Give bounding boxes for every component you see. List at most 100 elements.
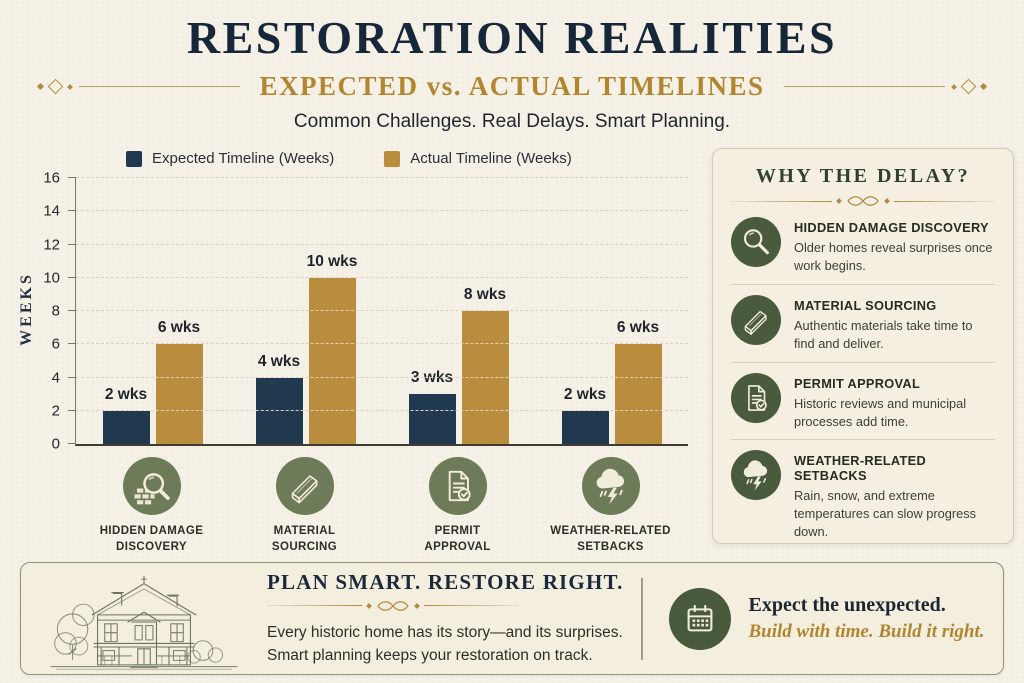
timeline-bar-chart: Expected Timeline (Weeks) Actual Timeline… [0,145,704,565]
delay-reason-item: WEATHER-RELATED SETBACKS Rain, snow, and… [731,440,995,550]
legend-label: Expected Timeline (Weeks) [152,150,335,167]
footer-message: PLAN SMART. RESTORE RIGHT. Every histori… [267,570,635,668]
bar-value-label: 2 wks [563,385,607,403]
y-axis-tick-label: 14 [43,202,60,220]
page-title: RESTORATION REALITIES [186,12,838,63]
tagline: Common Challenges. Real Delays. Smart Pl… [293,111,731,132]
diamond-ornament-icon [951,83,957,90]
bar: 6 wks [614,319,662,444]
bar-group: 3 wks 8 wks [382,178,535,444]
y-axis-tick [68,443,76,444]
delay-reason-title: WEATHER-RELATED SETBACKS [794,453,926,484]
gridline [76,376,688,378]
gridline [76,177,688,178]
bar: 3 wks [408,369,456,444]
delay-reason-title: MATERIAL SOURCING [794,297,937,313]
scroll-knot-icon [847,196,879,206]
y-axis-tick [68,343,76,345]
diamond-ornament-icon [960,78,977,95]
permit-document-icon [731,372,781,423]
bar-groups: 2 wks 6 wks 4 wks 10 wks 3 wks 8 wks 2 wks 6 wk… [76,178,688,444]
bar: 6 wks [155,319,203,444]
bar-value-label: 10 wks [306,252,358,270]
vertical-divider [641,577,643,660]
victorian-house-illustration [50,575,238,670]
bar: 8 wks [461,286,509,444]
bar-group: 2 wks 6 wks [535,178,688,444]
y-axis-tick [68,409,76,411]
y-axis-tick-label: 10 [43,269,60,287]
bar-value-label: 4 wks [257,352,301,370]
chart-legend: Expected Timeline (Weeks) Actual Timeline… [126,150,572,167]
bar-value-label: 8 wks [463,286,507,303]
y-axis-tick [68,210,76,212]
gridline [76,210,688,212]
diamond-ornament-icon [366,602,372,609]
calendar-icon [668,587,731,650]
gridline [76,310,688,311]
why-the-delay-panel: WHY THE DELAY? HIDDEN DAMAGE DISCOVERY O… [712,148,1014,544]
divider-line [267,605,362,607]
category-label: HIDDEN DAMAGE DISCOVERY [99,525,204,553]
bar-value-label: 2 wks [104,385,148,403]
category-label: PERMIT APPROVAL [424,525,491,553]
bar: 2 wks [102,386,150,444]
category: MATERIAL SOURCING [228,457,381,555]
delay-reason-title: HIDDEN DAMAGE DISCOVERY [794,220,989,235]
storm-cloud-icon [731,450,781,501]
footer-body-line2: Smart planning keeps your restoration on… [267,647,593,664]
delay-reason-desc: Historic reviews and municipal processes… [794,395,967,429]
delay-reason-item: HIDDEN DAMAGE DISCOVERY Older homes reve… [731,207,995,285]
magnifier-bricks-icon [122,457,181,515]
diamond-ornament-icon [884,198,890,204]
category-axis: HIDDEN DAMAGE DISCOVERY MATERIAL SOURCIN… [75,457,687,555]
diamond-ornament-icon [414,602,420,609]
plot-area: 2 wks 6 wks 4 wks 10 wks 3 wks 8 wks 2 wks 6 wk… [68,177,688,446]
bar: 4 wks [255,353,303,444]
y-axis-tick-label: 4 [51,369,60,386]
bar: 10 wks [307,253,357,444]
diamond-ornament-icon [836,198,842,204]
y-axis-tick [68,243,76,245]
legend-label: Actual Timeline (Weeks) [410,150,572,167]
footer-callout: Expect the unexpected. Build with time. … [668,587,985,650]
gridline [76,409,688,411]
gridline [76,276,688,278]
y-axis-tick [68,376,76,378]
diamond-ornament-icon [36,82,45,91]
bar-value-label: 3 wks [410,369,454,387]
subtitle-divider-row: EXPECTED vs. ACTUAL TIMELINES [36,71,988,102]
footer-banner: PLAN SMART. RESTORE RIGHT. Every histori… [20,562,1004,675]
gold-ornament-divider [267,600,519,612]
delay-reason-desc: Rain, snow, and extreme temperatures can… [794,488,977,540]
gridline [76,243,688,245]
delay-reason-text: WEATHER-RELATED SETBACKS Rain, snow, and… [794,450,995,541]
y-axis-tick [68,177,76,178]
panel-title: WHY THE DELAY? [755,165,971,187]
delay-reason-item: MATERIAL SOURCING Authentic materials ta… [731,285,995,363]
delay-reason-desc: Authentic materials take time to find an… [794,317,973,351]
category: WEATHER-RELATED SETBACKS [534,457,687,555]
footer-title: PLAN SMART. RESTORE RIGHT. [267,569,624,594]
page-subtitle: EXPECTED vs. ACTUAL TIMELINES [259,71,765,101]
divider-line [731,200,832,202]
divider-line [79,85,241,88]
gridline [76,343,688,345]
diamond-ornament-icon [47,78,64,95]
magnifier-icon [731,217,781,267]
bar: 2 wks [561,386,609,444]
legend-swatch-icon [126,150,142,167]
permit-document-icon [428,457,487,515]
callout-title: Expect the unexpected. [748,594,946,616]
delay-reason-desc: Older homes reveal surprises once work b… [794,240,993,273]
delay-reason-item: PERMIT APPROVAL Historic reviews and mun… [731,363,995,441]
y-axis-tick-label: 2 [51,402,60,420]
storm-cloud-icon [581,457,640,515]
scroll-knot-icon [377,600,409,611]
delay-reason-text: MATERIAL SOURCING Authentic materials ta… [794,295,995,353]
category-label: MATERIAL SOURCING [271,525,338,553]
delay-reason-text: HIDDEN DAMAGE DISCOVERY Older homes reve… [794,217,995,275]
y-axis-tick [68,276,76,278]
gold-ornament-divider [731,195,995,207]
